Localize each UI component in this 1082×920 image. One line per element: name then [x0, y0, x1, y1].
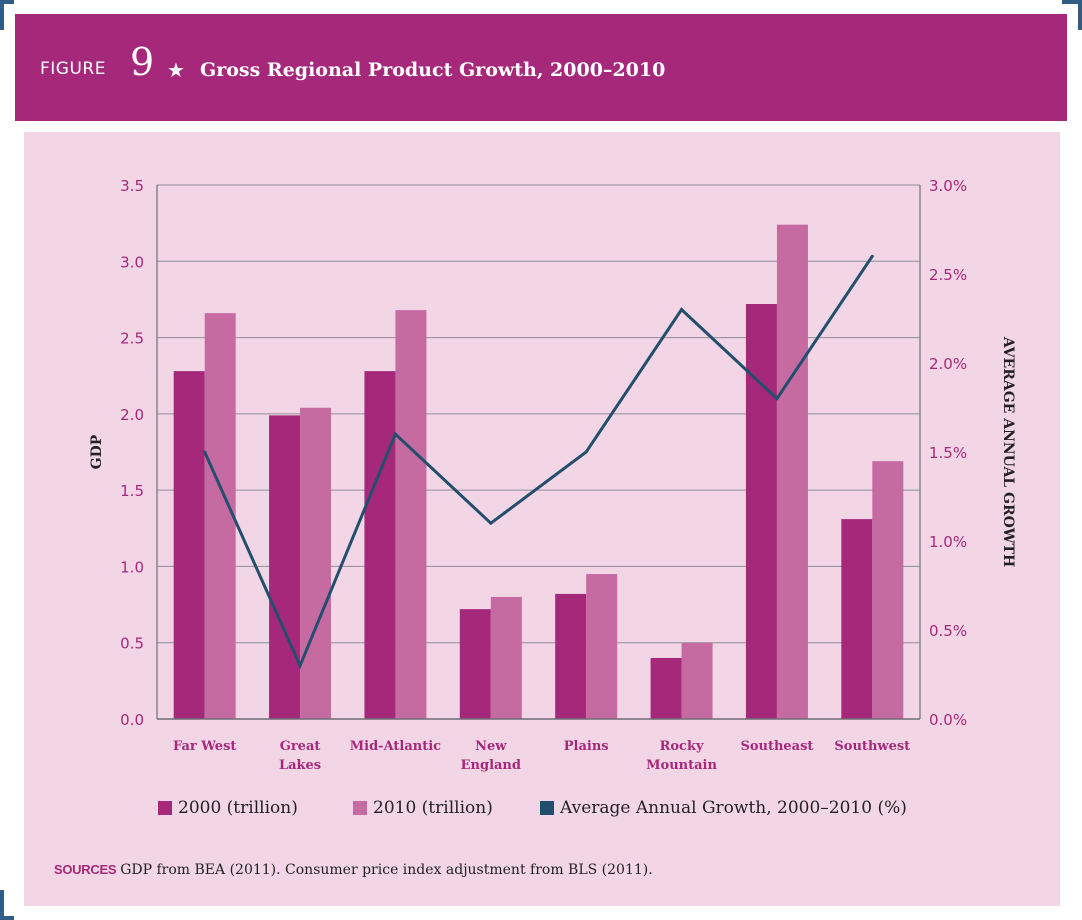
frame-corner-top-left [0, 0, 14, 4]
legend-swatch-growth [540, 801, 554, 815]
frame-corner-bottom-left [0, 916, 14, 920]
frame-corner-top-right [1062, 0, 1082, 4]
bar-2000 [745, 304, 777, 719]
category-label: Rocky Mountain [646, 739, 717, 773]
growth-point [298, 664, 302, 668]
category-label: New England [461, 739, 521, 773]
y2-tick-label: 0.5% [929, 622, 967, 640]
category-label: Southeast [740, 739, 813, 754]
category-label: Plains [564, 739, 609, 754]
sources-note: SOURCES GDP from BEA (2011). Consumer pri… [54, 862, 653, 878]
legend-item-2000: 2000 (trillion) [158, 797, 298, 819]
growth-point [870, 254, 874, 258]
frame-corner-top-right [1078, 0, 1082, 30]
growth-line [203, 254, 874, 670]
bar-2000 [650, 657, 682, 719]
sources-text: GDP from BEA (2011). Consumer price inde… [120, 862, 653, 878]
bar-2010 [395, 310, 427, 719]
bar-2010 [490, 596, 522, 719]
legend-swatch-2000 [158, 801, 172, 815]
sources-label: SOURCES [54, 862, 117, 877]
y-tick-label: 1.5 [120, 482, 144, 500]
y2-axis-label: AVERAGE ANNUAL GROWTH [1000, 336, 1016, 567]
growth-point [203, 450, 207, 454]
bar-2010 [586, 574, 618, 719]
y2-tick-label: 2.5% [929, 266, 967, 284]
bar-2000 [555, 593, 587, 719]
y2-tick-label: 1.5% [929, 444, 967, 462]
y2-tick-label: 1.0% [929, 533, 967, 551]
bar-2010 [681, 642, 713, 719]
bar-2010 [872, 461, 904, 719]
figure-header [15, 14, 1067, 121]
legend-item-2010: 2010 (trillion) [353, 797, 493, 819]
y-tick-label: 3.5 [120, 177, 144, 195]
y2-tick-label: 3.0% [929, 177, 967, 195]
y-tick-label: 2.5 [120, 330, 144, 348]
category-label: Southwest [834, 739, 910, 754]
growth-point [680, 308, 684, 312]
bar-2000 [269, 415, 301, 719]
legend-label-2000: 2000 (trillion) [178, 798, 298, 818]
category-label: Far West [173, 739, 236, 754]
category-label: Great Lakes [279, 739, 321, 773]
figure-title: Gross Regional Product Growth, 2000–2010 [200, 59, 666, 81]
growth-point [584, 450, 588, 454]
y-tick-label: 0.0 [120, 711, 144, 729]
y-tick-label: 2.0 [120, 406, 144, 424]
bar-2000 [364, 371, 396, 719]
y-tick-label: 0.5 [120, 635, 144, 653]
tick-labels: 0.0 0.5 1.0 1.5 2.0 2.5 3.0 3.5 0.0% 0.5% 1.0% 1.5%… [120, 177, 967, 729]
category-labels: Far West Great Lakes Mid-Atlantic New England… [173, 739, 910, 773]
axes [156, 185, 921, 720]
bar-2010 [300, 407, 332, 719]
bar-2010 [776, 224, 808, 719]
legend-label-2010: 2010 (trillion) [373, 798, 493, 818]
y2-tick-label: 2.0% [929, 355, 967, 373]
legend-swatch-2010 [353, 801, 367, 815]
frame-corner-bottom-left [0, 890, 4, 920]
legend-item-growth: Average Annual Growth, 2000–2010 (%) [540, 797, 907, 819]
frame-corner-top-left [0, 0, 4, 30]
y-axis-label: GDP [89, 434, 105, 469]
figure-label: FIGURE [40, 59, 106, 79]
growth-point [775, 397, 779, 401]
bars [173, 224, 904, 719]
y-tick-label: 3.0 [120, 253, 144, 271]
bar-2000 [459, 609, 491, 719]
bar-2010 [204, 313, 236, 719]
bar-2000 [841, 519, 873, 719]
figure-number: 9 [130, 40, 155, 84]
star-icon: ★ [167, 58, 185, 82]
category-label: Mid-Atlantic [350, 739, 441, 754]
growth-point [393, 432, 397, 436]
growth-point [489, 521, 493, 525]
y2-tick-label: 0.0% [929, 711, 967, 729]
y-tick-label: 1.0 [120, 558, 144, 576]
bar-2000 [173, 371, 205, 719]
legend-label-growth: Average Annual Growth, 2000–2010 (%) [560, 798, 907, 818]
growth-series-line [203, 255, 874, 670]
